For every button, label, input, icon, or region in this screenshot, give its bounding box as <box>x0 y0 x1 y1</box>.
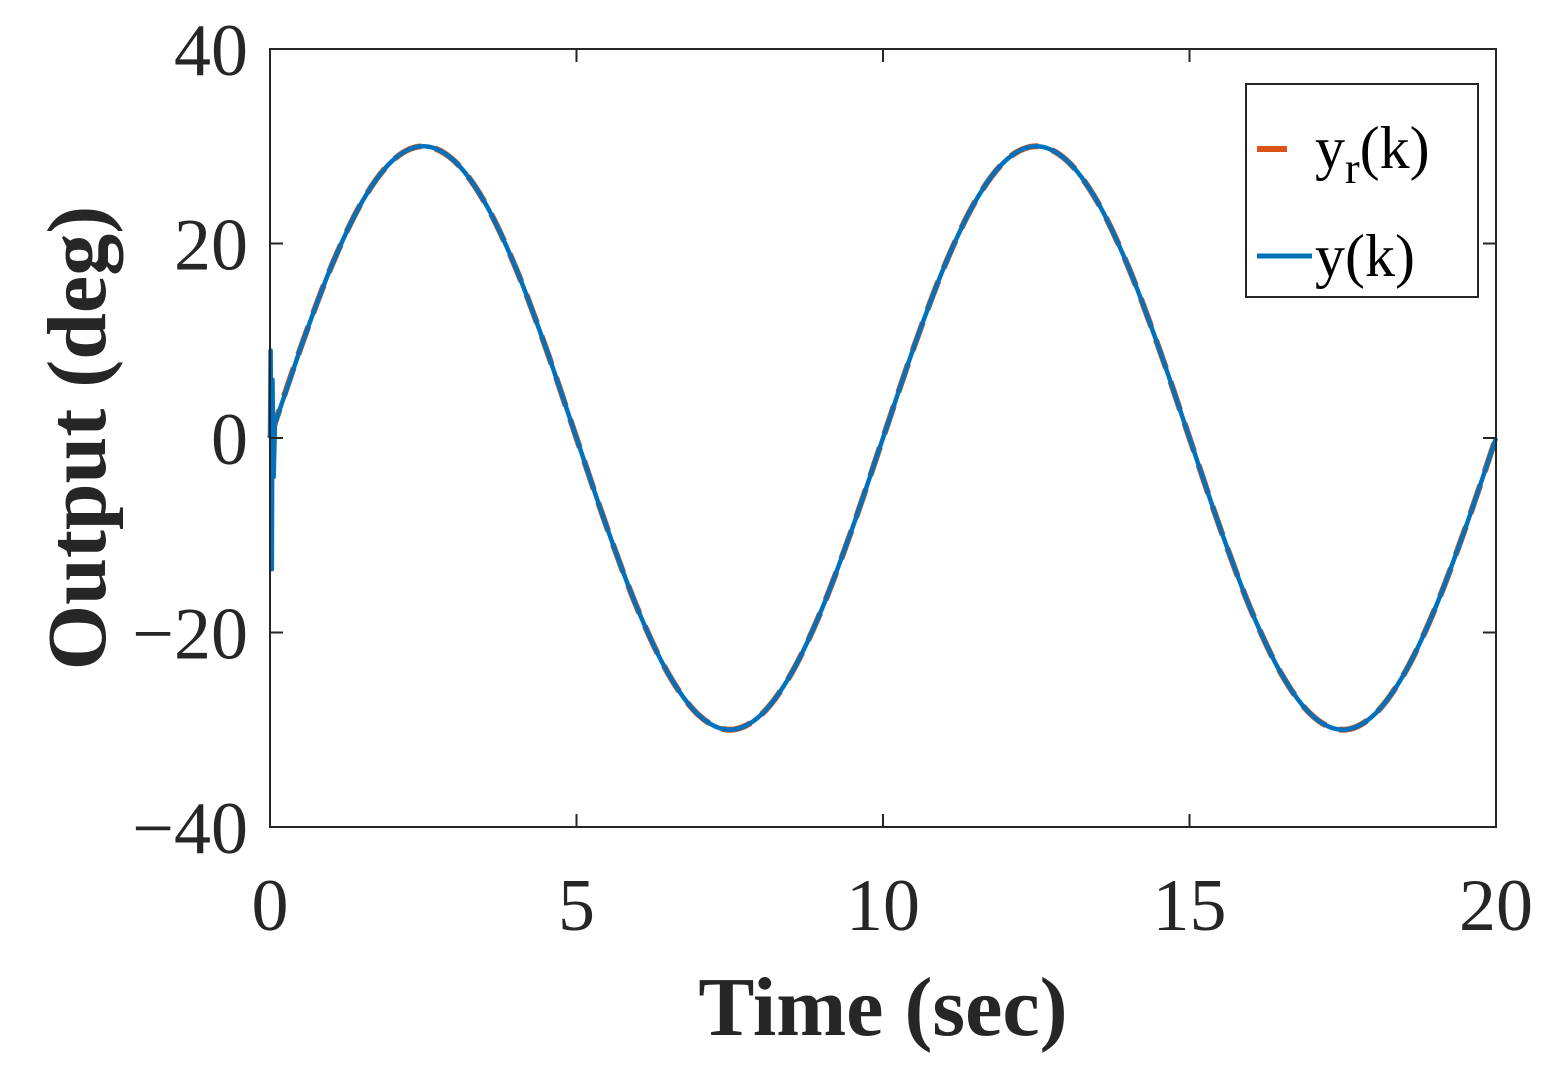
x-tick-label: 15 <box>1153 865 1227 947</box>
x-tick-label: 10 <box>846 865 920 947</box>
legend-label-output: y(k) <box>1315 223 1415 289</box>
x-tick-label: 0 <box>252 865 289 947</box>
x-tick-label: 5 <box>558 865 595 947</box>
x-axis-label: Time (sec) <box>698 961 1067 1054</box>
y-tick-label: 20 <box>174 205 248 287</box>
y-tick-label: −40 <box>132 788 248 870</box>
x-tick-label: 20 <box>1459 865 1533 947</box>
series-output-line <box>267 144 1499 732</box>
ticks-layer: 0 5 10 15 20 −40 −20 0 20 40 <box>132 10 1533 947</box>
y-tick-label: 40 <box>174 10 248 92</box>
y-tick-label: −20 <box>132 594 248 676</box>
y-tick-label: 0 <box>211 399 248 481</box>
series-layer <box>267 143 1499 733</box>
legend: yr(k) y(k) <box>1245 83 1479 298</box>
legend-reference-subscript: r <box>1345 144 1360 193</box>
legend-label-reference: yr(k) <box>1315 115 1430 193</box>
legend-reference-main: y <box>1315 115 1345 181</box>
y-axis-label: Output (deg) <box>31 206 124 670</box>
legend-box <box>1245 83 1479 298</box>
legend-reference-suffix: (k) <box>1360 115 1430 181</box>
